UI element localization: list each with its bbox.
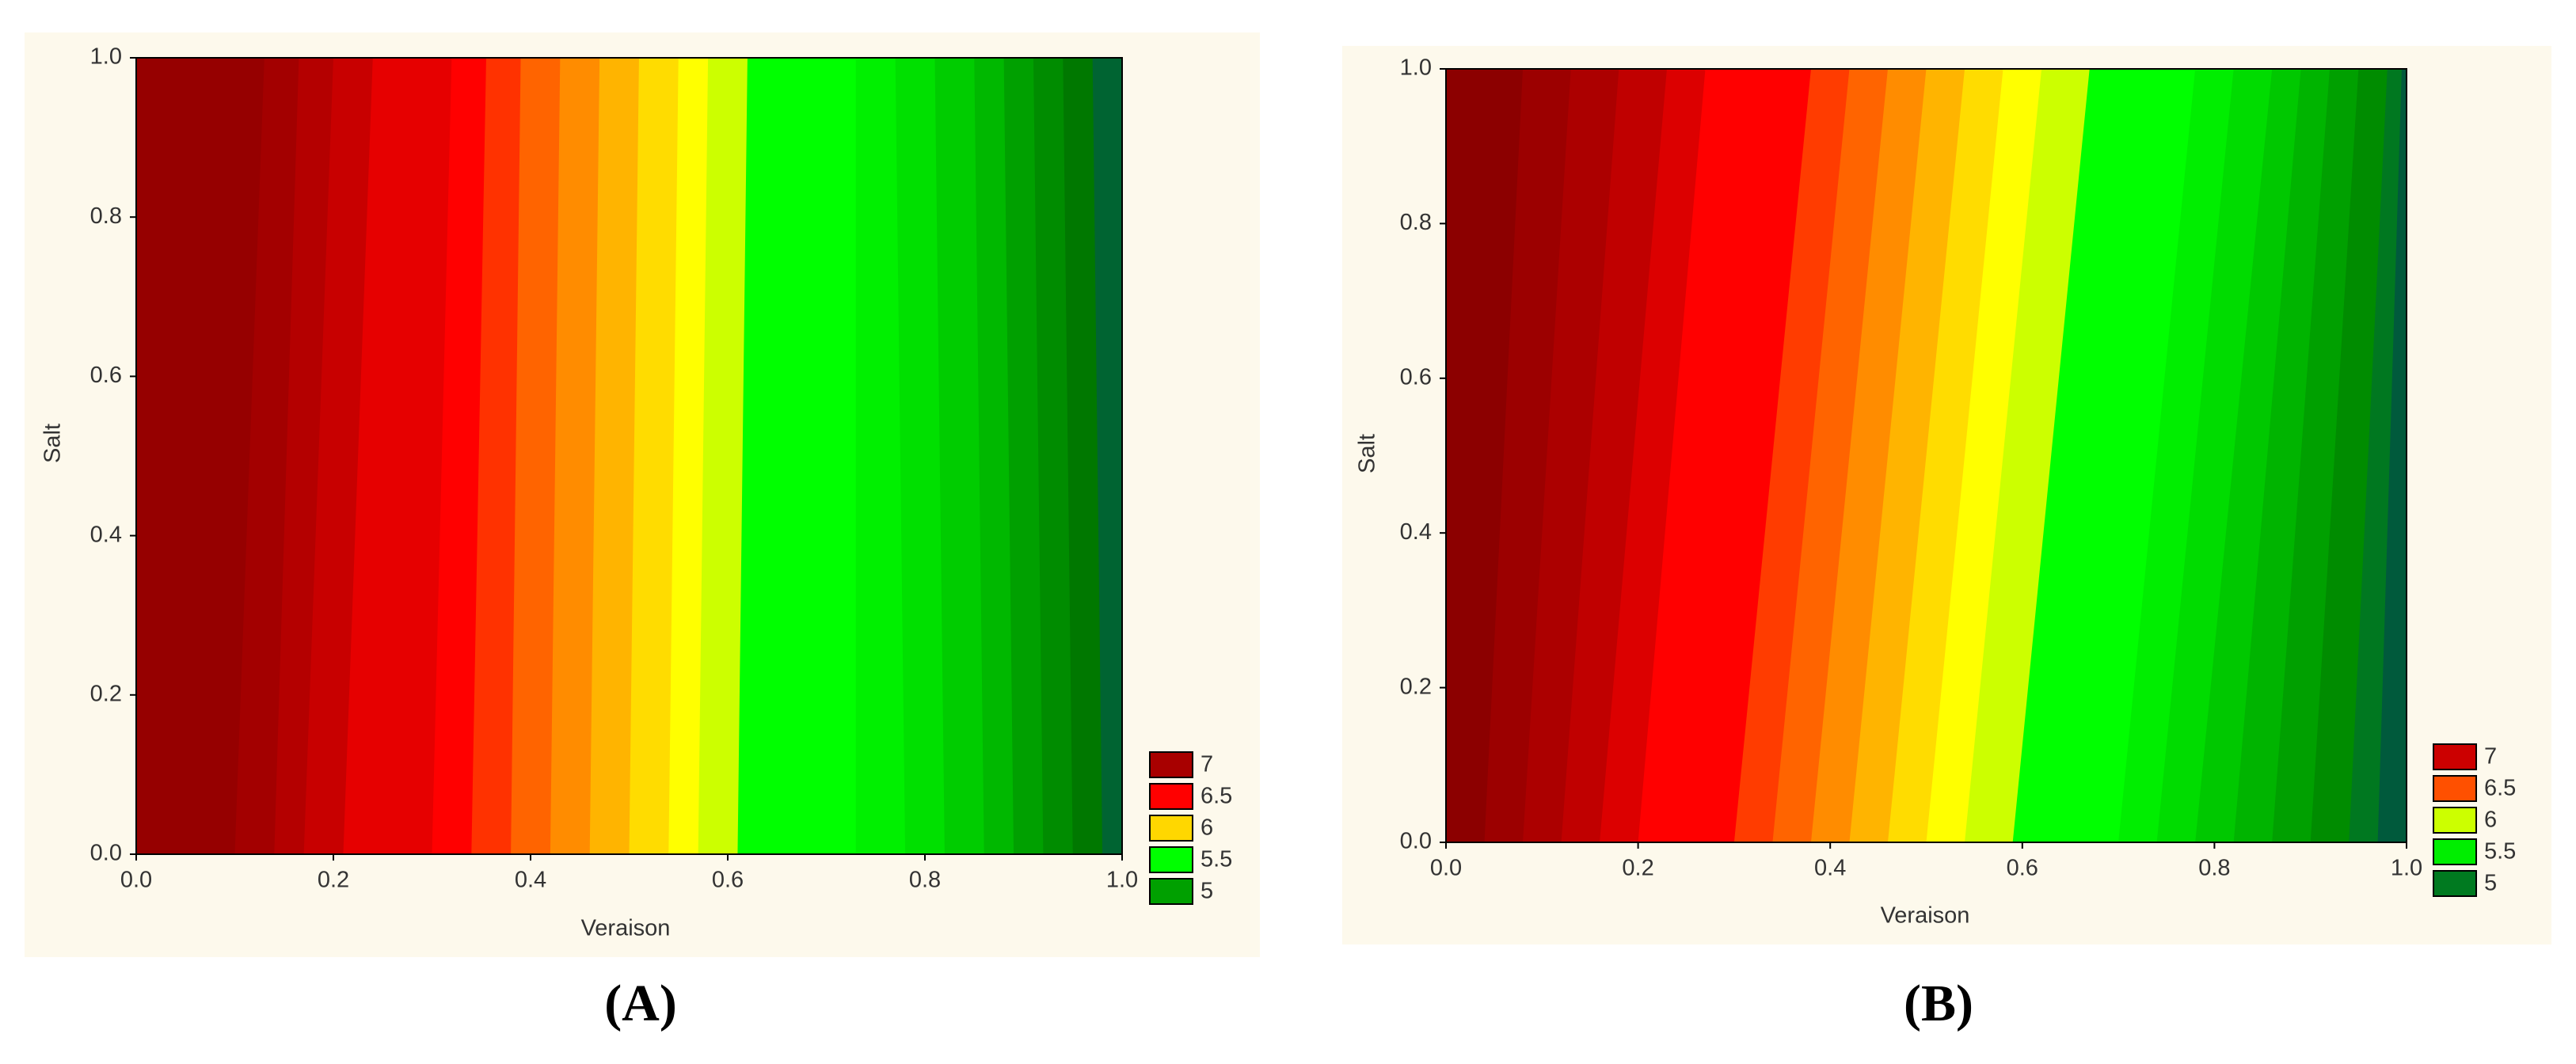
- contour-band: [1092, 58, 1123, 854]
- contour-band: [698, 58, 748, 854]
- contour-band: [855, 58, 906, 854]
- contour-band: [234, 58, 300, 854]
- y-axis-label: Salt: [40, 424, 66, 463]
- legend-label: 6: [1200, 815, 1213, 841]
- contour-band: [343, 58, 453, 854]
- legend-label: 7: [1200, 752, 1213, 777]
- y-axis-label: Salt: [1355, 434, 1380, 473]
- legend-swatch: [1149, 846, 1193, 873]
- legend-label: 6.5: [2484, 776, 2516, 801]
- contour-band: [629, 58, 679, 854]
- y-tick-label: 0.6: [1400, 364, 1432, 390]
- x-tick-label: 0.8: [2198, 856, 2230, 881]
- y-tick-label: 0.2: [1400, 674, 1432, 699]
- x-tick-label: 0.6: [2007, 856, 2038, 881]
- plot-frame: [1445, 68, 2407, 843]
- legend-swatch: [2433, 743, 2477, 770]
- legend-swatch: [2433, 807, 2477, 834]
- contour-band: [1063, 58, 1103, 854]
- plot-frame: [135, 57, 1123, 855]
- x-tick-label: 1.0: [1106, 868, 1138, 893]
- y-tick-label: 0.4: [90, 522, 122, 547]
- contour-band: [1033, 58, 1074, 854]
- contour-band: [550, 58, 600, 854]
- legend-swatch: [2433, 870, 2477, 897]
- y-tick-label: 0.8: [90, 203, 122, 229]
- contour-band: [1003, 58, 1044, 854]
- legend-swatch: [2433, 775, 2477, 802]
- contour-band: [589, 58, 640, 854]
- contour-band: [1446, 69, 1524, 842]
- panel-label: (B): [1904, 975, 1973, 1032]
- contour-band: [1638, 69, 1812, 842]
- legend-swatch: [1149, 751, 1193, 778]
- legend-label: 5: [1200, 879, 1213, 904]
- contour-band: [511, 58, 561, 854]
- y-tick-label: 0.6: [90, 363, 122, 388]
- contour-band: [2377, 69, 2407, 842]
- contour-band: [1600, 69, 1707, 842]
- contour-band: [1965, 69, 2091, 842]
- contour-band: [1523, 69, 1620, 842]
- legend-label: 7: [2484, 744, 2497, 770]
- contour-band: [274, 58, 334, 854]
- x-tick-label: 0.4: [1814, 856, 1846, 881]
- x-tick-label: 1.0: [2391, 856, 2422, 881]
- contour-band: [668, 58, 709, 854]
- contour-band: [1561, 69, 1668, 842]
- legend-swatch: [1149, 783, 1193, 810]
- legend-label: 5.5: [2484, 839, 2516, 864]
- contour-band: [1733, 69, 1851, 842]
- y-tick-label: 0.8: [1400, 210, 1432, 235]
- contour-band: [1484, 69, 1572, 842]
- contour-band: [1772, 69, 1889, 842]
- contour-band: [2233, 69, 2331, 842]
- contour-band: [2195, 69, 2302, 842]
- contour-band: [136, 58, 265, 854]
- contour-band: [1887, 69, 2004, 842]
- x-tick-label: 0.0: [1430, 856, 1462, 881]
- legend-label: 6: [2484, 808, 2497, 833]
- y-tick-label: 1.0: [90, 44, 122, 70]
- contour-band: [1849, 69, 1965, 842]
- x-tick-label: 0.2: [318, 868, 349, 893]
- legend-label: 5: [2484, 871, 2497, 896]
- x-tick-label: 0.2: [1622, 856, 1653, 881]
- legend-label: 5.5: [1200, 847, 1232, 872]
- contour-band: [471, 58, 522, 854]
- y-tick-label: 0.0: [1400, 829, 1432, 854]
- panel-label: (A): [604, 975, 677, 1032]
- contour-band: [895, 58, 946, 854]
- contour-band: [1926, 69, 2042, 842]
- x-axis-label: Veraison: [1881, 903, 1970, 929]
- contour-band: [737, 58, 857, 854]
- contour-band: [432, 58, 487, 854]
- contour-band: [2012, 69, 2196, 842]
- y-tick-label: 0.0: [90, 841, 122, 866]
- legend-label: 6.5: [1200, 784, 1232, 809]
- x-tick-label: 0.0: [120, 868, 152, 893]
- x-tick-label: 0.6: [712, 868, 744, 893]
- legend-swatch: [2433, 838, 2477, 865]
- y-tick-label: 0.4: [1400, 519, 1432, 545]
- x-axis-label: Veraison: [581, 916, 671, 941]
- x-tick-label: 0.4: [515, 868, 546, 893]
- contour-band: [934, 58, 985, 854]
- contour-band: [2156, 69, 2273, 842]
- contour-band: [1810, 69, 1927, 842]
- contour-band: [303, 58, 374, 854]
- x-tick-label: 0.8: [909, 868, 941, 893]
- legend-swatch: [1149, 815, 1193, 842]
- contour-band: [2118, 69, 2235, 842]
- contour-band: [2349, 69, 2403, 842]
- contour-band: [974, 58, 1014, 854]
- legend-swatch: [1149, 878, 1193, 905]
- contour-band: [2310, 69, 2388, 842]
- y-tick-label: 0.2: [90, 681, 122, 706]
- y-tick-label: 1.0: [1400, 55, 1432, 81]
- contour-band: [2272, 69, 2360, 842]
